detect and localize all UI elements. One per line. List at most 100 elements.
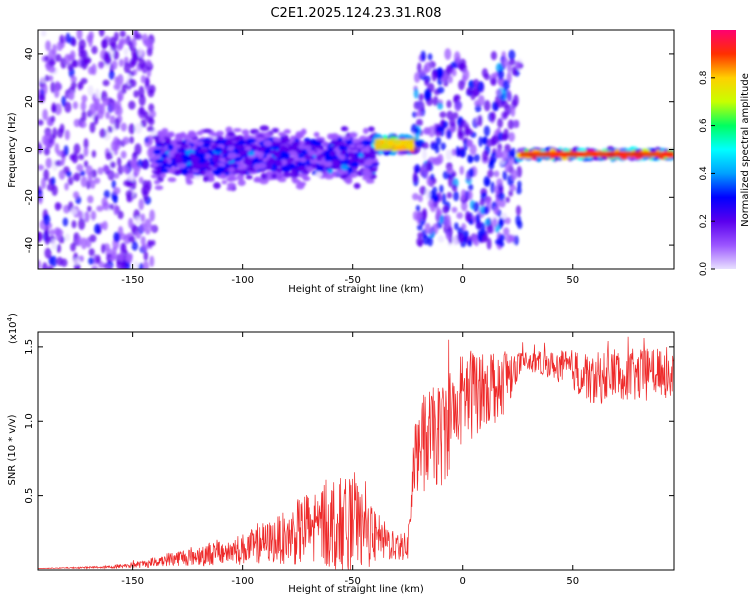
heatmap-cell — [245, 175, 253, 180]
heatmap-cell — [83, 147, 89, 157]
heatmap-cell — [289, 135, 296, 143]
heatmap-cell — [340, 126, 348, 132]
heatmap-cell — [401, 149, 410, 155]
heatmap-cell — [445, 231, 451, 240]
heatmap-cell — [467, 239, 473, 247]
heatmap-cell — [144, 77, 150, 88]
heatmap-cell — [312, 141, 322, 147]
heatmap-cell — [479, 198, 485, 207]
colorbar-tick-label: 0.2 — [699, 214, 709, 228]
heatmap-cell — [510, 169, 518, 181]
heatmap-cell — [461, 200, 468, 212]
heatmap-cell — [425, 188, 431, 201]
heatmap-cell — [475, 213, 481, 224]
heatmap-cell — [71, 220, 77, 229]
snr-x-tick-label: -100 — [231, 576, 254, 587]
heatmap-cell — [517, 220, 523, 229]
heatmap-cell — [54, 202, 61, 211]
heatmap-cell — [288, 156, 295, 163]
heatmap-cell — [418, 93, 424, 101]
heatmap-cell — [432, 157, 438, 166]
heatmap-cell — [102, 201, 110, 211]
heatmap-cell — [201, 142, 211, 148]
heatmap-cell — [292, 178, 301, 184]
heatmap-cell — [128, 77, 134, 85]
heatmap-cell — [280, 151, 289, 159]
heatmap-cell — [117, 89, 124, 102]
snr-plot-area — [38, 332, 674, 570]
heatmap-cell — [229, 163, 236, 168]
heatmap-cell — [431, 193, 439, 202]
heatmap-cell — [283, 129, 291, 134]
heatmap-cell — [291, 168, 297, 174]
heatmap-cell — [59, 159, 65, 166]
heatmap-cell — [490, 181, 495, 194]
snr-y-ticks: 0.5 1.0 1.5 — [24, 339, 674, 504]
heatmap-cell — [65, 32, 71, 44]
heatmap-cell — [174, 152, 182, 158]
heatmap-cell — [111, 179, 117, 189]
heatmap-cell — [135, 231, 142, 239]
heatmap-cell — [167, 177, 177, 183]
heatmap-cell — [134, 122, 143, 134]
heatmap-cell — [497, 117, 504, 129]
heatmap-cell — [451, 184, 458, 192]
heatmap-cell — [435, 206, 441, 217]
snr-y-axis-label: SNR (10 * v/v) — [7, 414, 18, 485]
heatmap-cell — [434, 144, 440, 154]
heatmap-cell — [291, 141, 301, 148]
heatmap-cell — [44, 74, 50, 82]
heatmap-cell — [457, 62, 465, 70]
heatmap-cell — [125, 168, 131, 175]
heatmap-cell — [347, 167, 354, 174]
heatmap-cell — [125, 190, 133, 199]
heatmap-cell — [155, 159, 165, 164]
heatmap-cell — [427, 236, 434, 247]
heatmap-cell — [508, 131, 516, 142]
heatmap-cell — [236, 173, 245, 181]
heatmap-cell — [70, 208, 78, 216]
heatmap-cell — [72, 60, 79, 68]
heatmap-cell — [43, 169, 50, 181]
heatmap-cell — [91, 45, 98, 55]
heatmap-cell — [221, 180, 228, 185]
heatmap-cell — [88, 257, 95, 265]
heatmap-cell — [316, 166, 324, 172]
heatmap-cell — [89, 103, 97, 115]
heatmap-cell — [306, 166, 314, 172]
heatmap-cell — [110, 161, 116, 169]
heatmap-cell — [458, 79, 465, 91]
heatmap-cell — [50, 176, 56, 186]
heatmap-cell — [44, 131, 52, 142]
heatmap-cell — [315, 171, 323, 178]
heatmap-cell — [81, 94, 88, 103]
heatmap-cell — [455, 145, 460, 157]
heatmap-cell — [128, 123, 136, 135]
heatmap-cell — [501, 149, 508, 162]
heatmap-cell — [492, 217, 498, 228]
heatmap-cell — [451, 206, 458, 213]
heatmap-cell — [93, 177, 101, 185]
heatmap-cell — [113, 231, 121, 243]
heatmap-cell — [508, 58, 516, 66]
heatmap-cell — [439, 215, 445, 224]
heatmap-cell — [45, 40, 51, 52]
spectrogram-y-tick-label: 20 — [24, 95, 35, 108]
heatmap-cell — [473, 78, 480, 87]
heatmap-cell — [260, 172, 268, 180]
heatmap-cell — [174, 135, 183, 142]
heatmap-cell — [279, 138, 289, 144]
spectrogram-x-tick-label: -100 — [231, 275, 254, 286]
heatmap-cell — [415, 110, 423, 117]
heatmap-cell — [134, 143, 142, 156]
heatmap-cell — [144, 218, 152, 229]
heatmap-cell — [283, 171, 291, 177]
heatmap-cell — [38, 259, 42, 269]
heatmap-cell — [435, 136, 442, 146]
heatmap-cell — [427, 53, 433, 61]
heatmap-cell — [148, 84, 156, 94]
heatmap-cell — [78, 39, 86, 50]
heatmap-cell — [498, 217, 505, 227]
heatmap-cell — [161, 127, 169, 134]
heatmap-cell — [421, 210, 427, 221]
